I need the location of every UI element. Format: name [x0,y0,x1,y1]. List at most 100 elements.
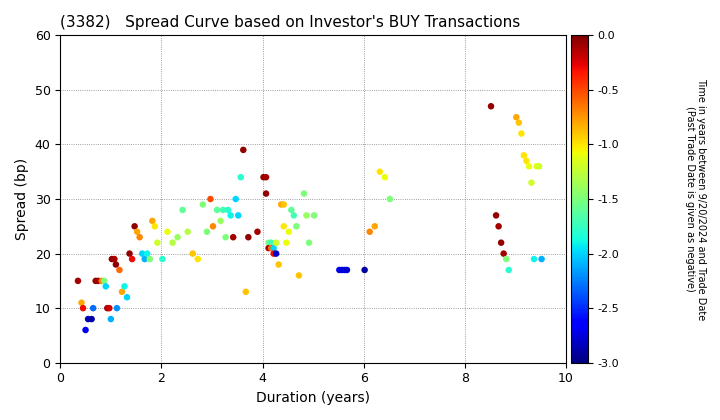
Point [291,223,302,230]
Point [333,267,345,273]
Point [230,196,241,202]
Point [72,278,84,284]
Point [301,212,312,219]
Point [86,316,97,323]
Point [526,179,537,186]
Point [99,278,110,284]
Point [220,234,231,241]
Point [233,212,244,219]
Point [131,228,143,235]
Point [521,158,532,164]
Point [298,190,310,197]
Point [495,239,507,246]
Point [513,119,525,126]
Point [102,305,113,312]
Point [197,201,209,208]
Point [341,267,353,273]
Point [308,212,320,219]
Point [129,223,140,230]
Point [109,256,120,262]
Point [207,223,219,230]
Point [498,250,510,257]
Point [104,305,115,312]
X-axis label: Duration (years): Duration (years) [256,391,370,405]
Point [187,250,199,257]
Point [379,174,391,181]
Point [139,256,150,262]
Point [114,267,125,273]
Point [240,289,251,295]
Point [266,245,277,252]
Point [252,228,264,235]
Point [263,239,274,246]
Point [374,168,385,175]
Point [500,256,512,262]
Point [111,305,122,312]
Point [149,223,161,230]
Point [531,163,542,170]
Point [152,239,163,246]
Point [126,256,138,262]
Point [510,114,522,121]
Point [518,152,530,159]
Point [225,212,236,219]
Point [243,234,254,241]
Point [536,256,547,262]
Point [87,305,99,312]
Point [121,294,132,301]
Point [76,299,87,306]
Point [528,256,540,262]
Point [288,212,300,219]
Point [96,278,107,284]
Point [77,305,89,312]
Y-axis label: Spread (bp): Spread (bp) [15,158,29,240]
Point [192,256,204,262]
Point [369,223,380,230]
Point [144,256,156,262]
Point [286,207,297,213]
Point [485,103,497,110]
Point [364,228,375,235]
Point [215,218,226,224]
Point [261,174,272,181]
Point [359,267,370,273]
Point [258,174,269,181]
Point [276,201,287,208]
Point [116,289,127,295]
Point [124,250,135,257]
Point [217,207,229,213]
Point [211,207,222,213]
Point [273,261,284,268]
Point [157,256,168,262]
Point [105,316,117,323]
Point [516,130,527,137]
Point [106,256,117,262]
Y-axis label: Time in years between 9/20/2024 and Trade Date
(Past Trade Date is given as nega: Time in years between 9/20/2024 and Trad… [685,78,706,320]
Point [134,234,145,241]
Text: (3382)   Spread Curve based on Investor's BUY Transactions: (3382) Spread Curve based on Investor's … [60,15,521,30]
Point [238,147,249,153]
Point [384,196,396,202]
Point [172,234,184,241]
Point [92,278,104,284]
Point [268,250,279,257]
Point [523,163,535,170]
Point [266,239,277,246]
Point [204,196,216,202]
Point [235,174,246,181]
Point [490,212,502,219]
Point [283,228,294,235]
Point [281,239,292,246]
Point [336,267,348,273]
Point [303,239,315,246]
Point [493,223,505,230]
Point [271,239,282,246]
Point [110,261,122,268]
Point [503,267,515,273]
Point [261,190,272,197]
Point [162,228,174,235]
Point [80,327,91,333]
Point [141,250,153,257]
Point [136,250,148,257]
Point [278,223,289,230]
